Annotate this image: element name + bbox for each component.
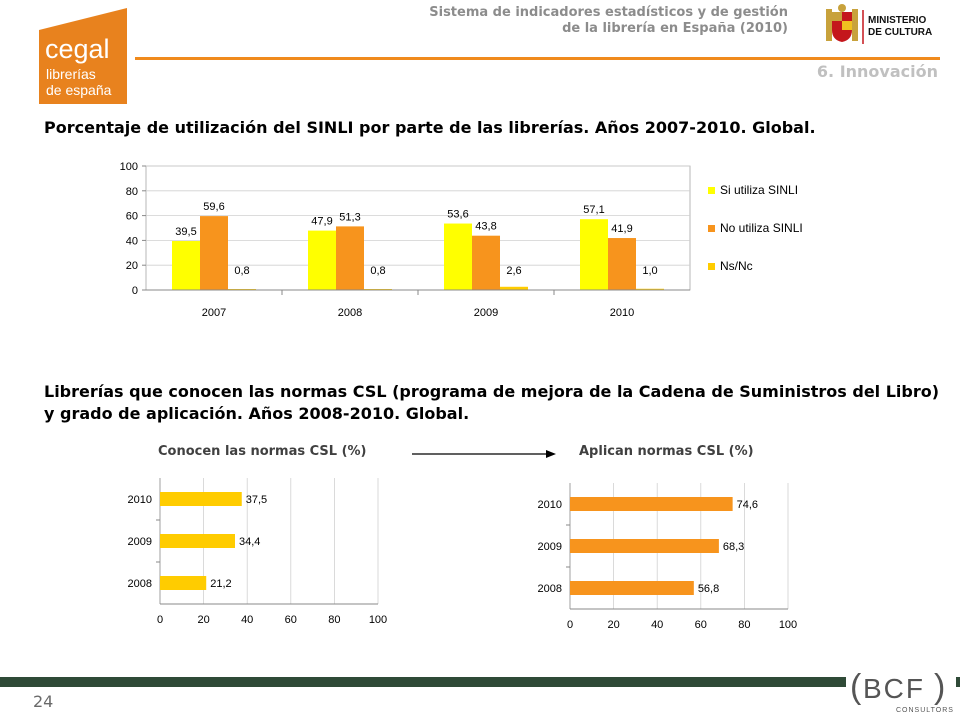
chart1-bar [636,288,664,290]
chart2-data-label: 37,5 [246,494,267,506]
chart1-bar [172,241,200,290]
chart1-bar [500,286,528,290]
page-number: 24 [33,692,54,711]
chart1-data-label: 39,5 [175,226,196,238]
chart1-y-tick-label: 0 [132,285,138,297]
chart3-x-tick-label: 20 [607,619,619,631]
chart3-y-tick-label: 2009 [538,541,562,553]
chart3-x-tick-label: 0 [567,619,573,631]
header-title-line1: Sistema de indicadores estadísticos y de… [429,5,788,20]
chart3-x-tick-label: 100 [779,619,797,631]
chart1-x-tick-label: 2008 [338,307,362,319]
chart1-x-tick-label: 2010 [610,307,634,319]
chart2-x-tick-label: 100 [369,614,387,626]
chart1-data-label: 43,8 [475,221,496,233]
logo-text-cegal: cegal [45,34,110,64]
chart1-legend-label: Si utiliza SINLI [720,183,798,197]
chart1-bar [336,226,364,290]
csl-applied-subtitle: Aplican normas CSL (%) [579,444,754,459]
bcf-paren-right: ) [934,668,945,706]
bcf-logo-subtext: CONSULTORS [896,707,954,714]
cegal-logo: cegal librerías de españa [39,8,127,104]
chart1-data-label: 0,8 [370,265,385,277]
section-title: 6. Innovación [816,62,938,81]
chart3-y-tick-label: 2008 [538,583,562,595]
chart1-data-label: 59,6 [203,201,224,213]
chart1-y-tick-label: 20 [126,260,138,272]
logo-text-espana: de españa [46,82,112,98]
chart2-data-label: 21,2 [210,578,231,590]
chart2-x-tick-label: 40 [241,614,253,626]
chart1-bar [444,223,472,290]
chart1-legend-swatch [708,225,715,232]
chart3-bar [570,497,733,511]
chart1-title: Porcentaje de utilización del SINLI por … [44,118,816,137]
chart1-x-tick-label: 2009 [474,307,498,319]
chart1-data-label: 51,3 [339,211,360,223]
sinli-usage-chart: 0 20 40 60 80 100 39,5 59,6 0,8 2007 47,9 51,3 0,8 20… [110,158,830,328]
bcf-paren-left: ( [850,668,862,706]
ministry-logo: MINISTERIO DE CULTURA [818,4,942,50]
chart3-data-label: 74,6 [737,499,758,511]
chart1-data-label: 2,6 [506,265,521,277]
chart2-x-tick-label: 20 [197,614,209,626]
chart3-bar [570,539,719,553]
chart1-bar [472,235,500,290]
chart1-legend-swatch [708,263,715,270]
chart1-bar [308,230,336,290]
chart2-data-label: 34,4 [239,536,260,548]
chart2-y-tick-label: 2009 [128,536,152,548]
chart1-y-tick-label: 40 [126,235,138,247]
chart3-y-tick-label: 2010 [538,499,562,511]
chart1-data-label: 53,6 [447,209,468,221]
chart1-data-label: 1,0 [642,265,657,277]
chart2-x-tick-label: 60 [285,614,297,626]
chart1-x-tick-label: 2007 [202,307,226,319]
chart2-x-tick-label: 80 [328,614,340,626]
chart1-legend-label: Ns/Nc [720,259,753,273]
chart2-y-tick-label: 2010 [128,494,152,506]
chart3-x-tick-label: 40 [651,619,663,631]
chart3-x-tick-label: 80 [738,619,750,631]
chart1-bar [200,216,228,290]
logo-text-librerias: librerías [46,66,96,82]
chart1-y-tick-label: 100 [120,161,138,173]
chart1-legend-label: No utiliza SINLI [720,221,803,235]
chart2-x-tick-label: 0 [157,614,163,626]
footer-bar [0,677,960,687]
chart3-data-label: 56,8 [698,583,719,595]
csl-charts-title: Librerías que conocen las normas CSL (pr… [44,382,940,423]
chart3-x-tick-label: 60 [695,619,707,631]
chart1-data-label: 47,9 [311,216,332,228]
chart1-y-tick-label: 80 [126,186,138,198]
chart1-data-label: 0,8 [234,265,249,277]
right-arrow-icon [412,446,556,460]
csl-known-subtitle: Conocen las normas CSL (%) [158,444,367,459]
bcf-logo: ( BCF ) CONSULTORS [846,662,956,716]
ministry-text-line1: MINISTERIO [868,15,927,26]
bcf-logo-text: BCF [863,673,925,704]
csl-known-chart: 0 20 40 60 80 100 37,5 2010 34,4 2009 21,2 2008 [115,478,405,638]
chart1-legend-swatch [708,187,715,194]
chart1-data-label: 57,1 [583,204,604,216]
chart1-y-tick-label: 60 [126,211,138,223]
chart2-bar [160,492,242,506]
chart2-bar [160,534,235,548]
ministry-text-line2: DE CULTURA [868,27,932,38]
header-rule [135,57,940,60]
chart1-bar [608,238,636,290]
chart3-bar [570,581,694,595]
header-title-line2: de la librería en España (2010) [562,21,788,36]
chart1-bar [580,219,608,290]
chart1-data-label: 41,9 [611,223,632,235]
csl-applied-chart: 0 20 40 60 80 100 74,6 2010 68,3 2009 56,8 2008 [525,483,815,643]
chart3-data-label: 68,3 [723,541,744,553]
chart2-y-tick-label: 2008 [128,578,152,590]
coat-of-arms-icon [826,4,858,42]
chart2-bar [160,576,207,590]
